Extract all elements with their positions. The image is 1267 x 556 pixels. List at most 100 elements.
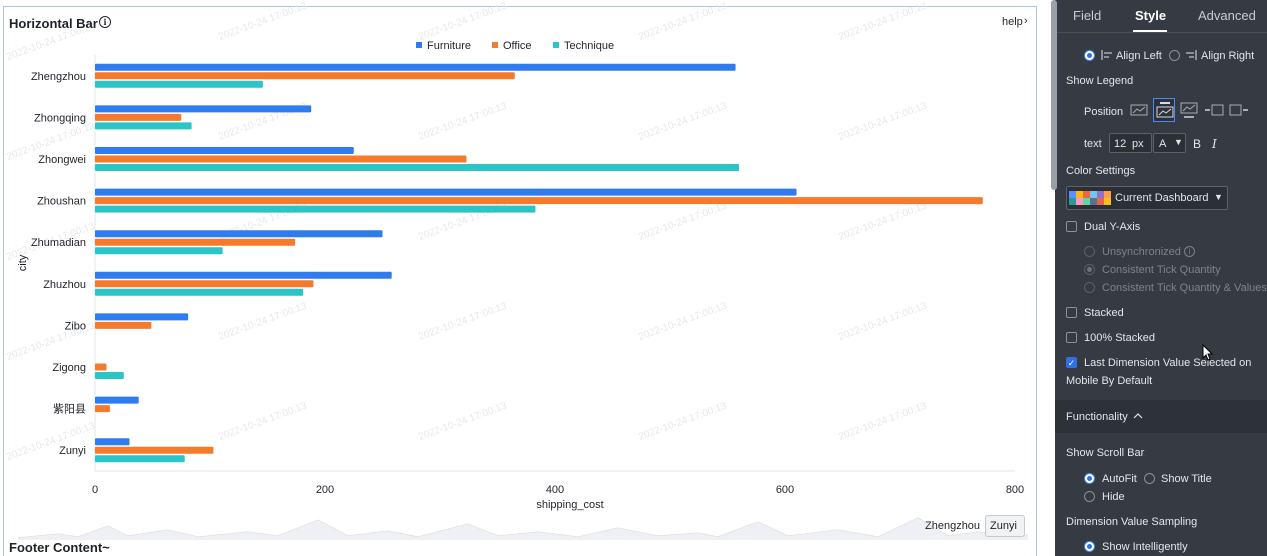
stacked-checkbox[interactable]: [1066, 307, 1077, 318]
unsynchronized-label: Unsynchronized: [1102, 246, 1181, 258]
scroll-bar-handle[interactable]: Zunyi: [985, 515, 1025, 537]
legend-position-right-side[interactable]: [1228, 98, 1250, 122]
color-swatch: [1069, 191, 1076, 198]
bar-office: [95, 321, 152, 329]
align-left-icon: [1101, 50, 1112, 60]
show-title-label: Show Title: [1161, 473, 1212, 485]
tab-style[interactable]: Style: [1135, 8, 1167, 23]
horizontal-bar-chart: 2022-10-24 17:00:13 2022-10-24 17:00:13 20…: [5, 1, 1024, 511]
font-color-value: A: [1159, 138, 1167, 150]
help-link[interactable]: help: [1002, 16, 1023, 28]
stacked-100-checkbox[interactable]: [1066, 332, 1077, 343]
dual-y-axis-checkbox[interactable]: [1066, 221, 1077, 232]
legend-position-left-side[interactable]: [1203, 98, 1225, 122]
bar-furniture: [95, 188, 797, 196]
align-left-radio[interactable]: [1084, 50, 1095, 61]
chart-card: 2022-10-24 17:00:13 2022-10-24 17:00:13 20…: [3, 0, 1037, 556]
color-swatch: [1076, 198, 1083, 205]
bar-technique: [95, 80, 263, 88]
text-label: text: [1084, 138, 1102, 150]
scroll-bar-end-label: Zunyi: [990, 520, 1017, 532]
bar-office: [95, 446, 214, 454]
functionality-section-header[interactable]: Functionality: [1055, 400, 1267, 433]
legend-position-top[interactable]: [1153, 98, 1175, 122]
align-right-icon: [1186, 50, 1197, 60]
color-scheme-value: Current Dashboard: [1115, 192, 1209, 204]
align-right-radio[interactable]: [1169, 50, 1180, 61]
panel-body: Field Style Advanced Align Left Align Ri…: [1055, 0, 1267, 556]
bar-technique: [95, 122, 192, 130]
italic-button[interactable]: I: [1212, 137, 1217, 151]
tab-advanced[interactable]: Advanced: [1198, 8, 1256, 23]
x-axis-title: shipping_cost: [536, 499, 603, 511]
bar-furniture: [95, 271, 392, 279]
last-dimension-checkbox[interactable]: ✓: [1066, 357, 1077, 368]
unsynchronized-radio[interactable]: [1084, 246, 1095, 257]
watermark-text: 2022-10-24 17:00:13: [837, 401, 928, 443]
legend-marker: [492, 42, 498, 48]
legend-marker: [416, 42, 422, 48]
watermark-text: 2022-10-24 17:00:13: [417, 1, 508, 43]
show-intelligently-label: Show Intelligently: [1102, 541, 1188, 553]
consistent-tick-quantity-label: Consistent Tick Quantity: [1102, 264, 1221, 276]
bar-office: [95, 405, 110, 413]
panel-scrollbar[interactable]: [1051, 0, 1057, 190]
bold-button[interactable]: B: [1193, 137, 1202, 151]
info-icon[interactable]: i: [1184, 246, 1195, 257]
x-tick-label: 600: [776, 484, 794, 496]
stacked-label: Stacked: [1084, 307, 1124, 319]
footer-content: Footer Content~: [9, 540, 110, 555]
consistent-tick-values-radio[interactable]: [1084, 282, 1095, 293]
watermark-text: 2022-10-24 17:00:13: [637, 101, 728, 143]
hide-radio[interactable]: [1084, 491, 1095, 502]
bar-technique: [95, 247, 223, 255]
color-settings-label: Color Settings: [1066, 165, 1136, 177]
watermark-text: 2022-10-24 17:00:13: [417, 101, 508, 143]
functionality-label: Functionality: [1066, 411, 1128, 423]
watermark-text: 2022-10-24 17:00:13: [217, 301, 308, 343]
show-title-radio[interactable]: [1144, 473, 1155, 484]
tab-field[interactable]: Field: [1073, 8, 1102, 23]
color-swatch: [1104, 198, 1111, 205]
category-label: Zhongwei: [38, 154, 86, 166]
x-tick-label: 400: [546, 484, 564, 496]
last-dimension-label-line1: Last Dimension Value Selected on: [1084, 357, 1252, 369]
legend-label: Furniture: [427, 40, 471, 52]
show-intelligently-radio[interactable]: [1084, 541, 1095, 552]
font-color-select[interactable]: A ▼: [1153, 133, 1186, 153]
category-label: Zhengzhou: [31, 71, 86, 83]
font-size-input[interactable]: 12 px: [1109, 133, 1152, 153]
bar-technique: [95, 164, 739, 171]
watermark-text: 2022-10-24 17:00:13: [837, 101, 928, 143]
color-swatch: [1083, 191, 1090, 198]
scroll-bar-thumbnail[interactable]: [18, 512, 1028, 540]
align-left-label: Align Left: [1116, 50, 1162, 62]
autofit-radio[interactable]: [1084, 473, 1095, 484]
watermark-text: 2022-10-24 17:00:13: [217, 401, 308, 443]
position-label: Position: [1084, 106, 1124, 118]
bar-office: [95, 238, 296, 246]
y-axis-title: city: [17, 254, 29, 271]
color-scheme-swatches: [1069, 191, 1112, 205]
show-legend-label: Show Legend: [1066, 75, 1134, 87]
last-dimension-label-line2: Mobile By Default: [1066, 375, 1153, 387]
x-tick-label: 0: [92, 484, 98, 496]
color-scheme-select[interactable]: Current Dashboard ▼: [1066, 186, 1228, 210]
consistent-tick-quantity-radio[interactable]: [1084, 264, 1095, 275]
bar-technique: [95, 372, 124, 379]
watermark-text: 2022-10-24 17:00:13: [217, 1, 308, 43]
font-size-value: 12: [1114, 138, 1127, 150]
info-icon[interactable]: i: [99, 16, 111, 28]
bar-office: [95, 197, 983, 205]
chevron-right-icon[interactable]: ›: [1024, 15, 1028, 27]
caret-down-icon: ▼: [1174, 137, 1183, 147]
color-swatch: [1097, 198, 1104, 205]
bar-furniture: [95, 438, 130, 446]
legend-position-bottom[interactable]: [1178, 98, 1200, 122]
dimension-sampling-label: Dimension Value Sampling: [1066, 516, 1198, 528]
legend-position-left[interactable]: [1128, 98, 1150, 122]
x-tick-label: 200: [316, 484, 334, 496]
bar-furniture: [95, 396, 139, 404]
bar-furniture: [95, 230, 383, 238]
show-scroll-bar-label: Show Scroll Bar: [1066, 447, 1145, 459]
